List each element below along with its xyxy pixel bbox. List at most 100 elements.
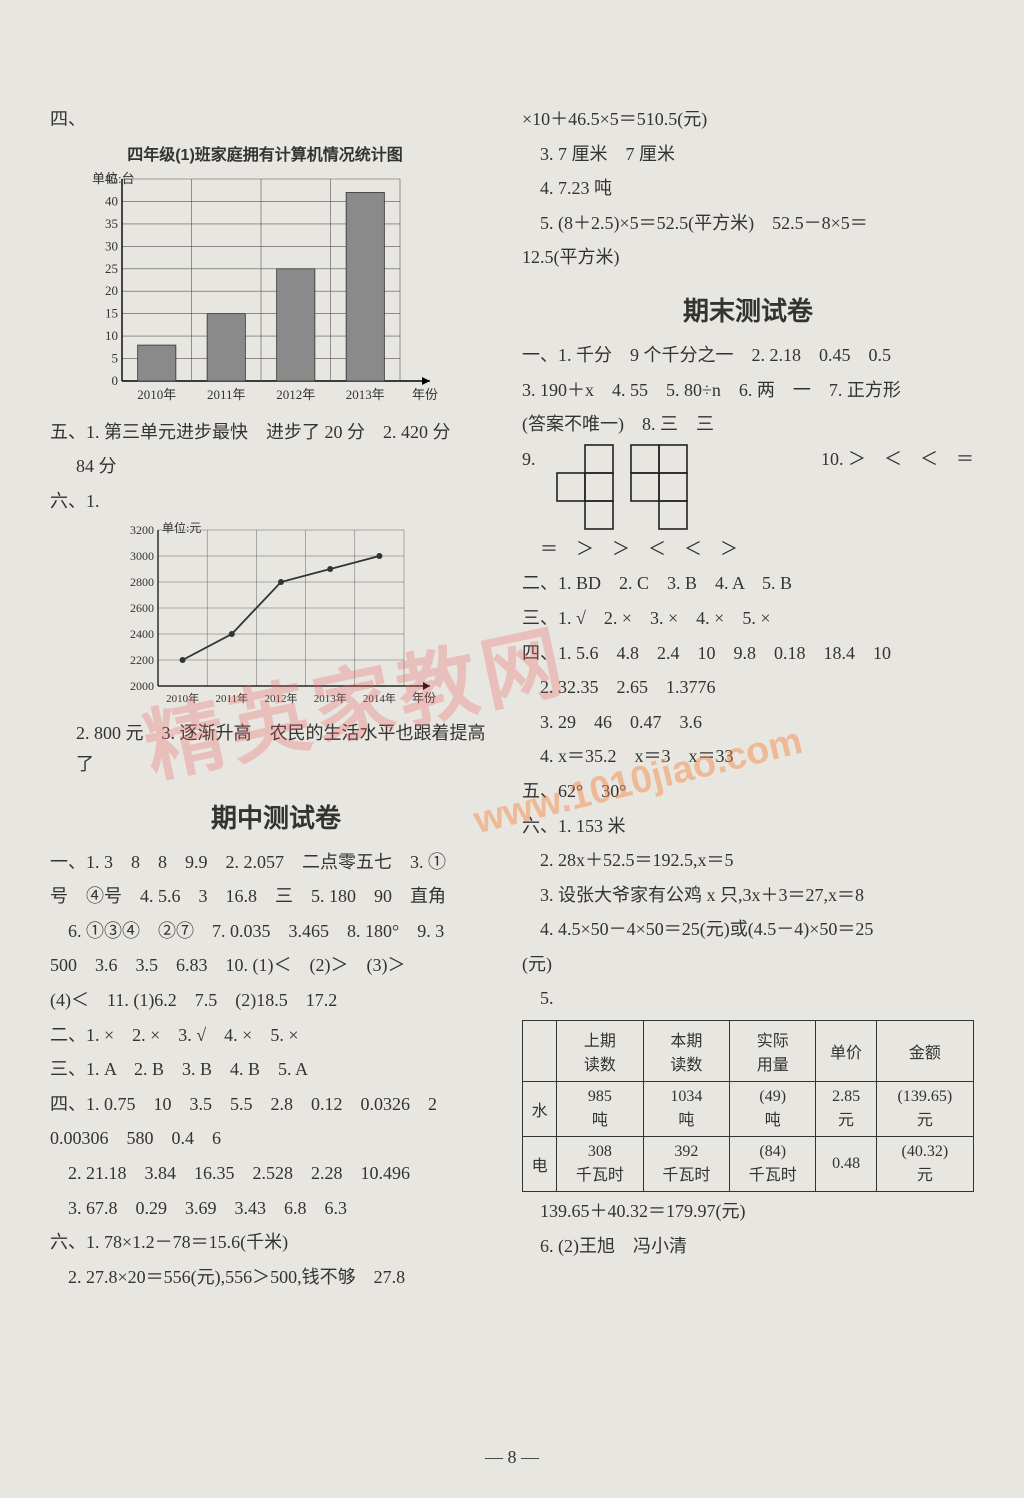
text-line: 139.65＋40.32＝179.97(元) <box>522 1196 974 1227</box>
left-column: 四、 四年级(1)班家庭拥有计算机情况统计图 单位:台0510152025303… <box>50 100 502 1296</box>
text-line: 2. 21.18 3.84 16.35 2.528 2.28 10.496 <box>50 1158 502 1189</box>
table-header: 本期读数 <box>643 1021 729 1082</box>
final-title: 期末测试卷 <box>522 291 974 328</box>
text-line: 12.5(平方米) <box>522 242 974 273</box>
text-line: 二、1. BD 2. C 3. B 4. A 5. B <box>522 568 974 599</box>
text-line: 2. 28x＋52.5＝192.5,x＝5 <box>522 845 974 876</box>
text-line: 5. <box>522 983 974 1014</box>
page-number: — 8 — <box>0 1447 1024 1468</box>
text-line: 6. ①③④ ②⑦ 7. 0.035 3.465 8. 180° 9. 3 <box>50 916 502 947</box>
text-line: 2. 27.8×20＝556(元),556＞500,钱不够 27.8 <box>50 1262 502 1293</box>
right-column: ×10＋46.5×5＝510.5(元) 3. 7 厘米 7 厘米 4. 7.23… <box>522 100 974 1296</box>
svg-text:年份: 年份 <box>412 387 438 402</box>
svg-text:2010年: 2010年 <box>166 691 199 705</box>
s6-line-2: 2. 800 元 3. 逐渐升高 农民的生活水平也跟着提高了 <box>50 718 502 779</box>
table-cell: (49)吨 <box>730 1082 816 1137</box>
text-line: (4)＜ 11. (1)6.2 7.5 (2)18.5 17.2 <box>50 985 502 1016</box>
svg-text:2013年: 2013年 <box>314 691 347 705</box>
final-answers-b: ＝ ＞ ＞ ＜ ＜ ＞二、1. BD 2. C 3. B 4. A 5. B 三、… <box>522 534 974 1014</box>
table-header <box>523 1021 557 1082</box>
text-line: 3. 7 厘米 7 厘米 <box>522 139 974 170</box>
text-line: 三、1. A 2. B 3. B 4. B 5. A <box>50 1054 502 1085</box>
svg-text:3000: 3000 <box>130 549 154 563</box>
midterm-answers: 一、1. 3 8 8 9.9 2. 2.057 二点零五七 3. ①号 ④号 4… <box>50 847 502 1293</box>
text-line: 6. (2)王旭 冯小清 <box>522 1231 974 1262</box>
table-cell: 308千瓦时 <box>557 1137 643 1192</box>
text-line: 4. x＝35.2 x＝3 x＝33 <box>522 741 974 772</box>
right-top-lines: ×10＋46.5×5＝510.5(元) 3. 7 厘米 7 厘米 4. 7.23… <box>522 104 974 273</box>
text-line: 一、1. 千分 9 个千分之一 2. 2.18 0.45 0.5 <box>522 340 974 371</box>
s5-line-a: 五、1. 第三单元进步最快 进步了 20 分 2. 420 分 <box>50 417 502 448</box>
text-line: 五、62° 30° <box>522 776 974 807</box>
table-cell: 0.48 <box>816 1137 876 1192</box>
text-line: 四、1. 0.75 10 3.5 5.5 2.8 0.12 0.0326 2 <box>50 1089 502 1120</box>
table-cell: (84)千瓦时 <box>730 1137 816 1192</box>
text-line: 0.00306 580 0.4 6 <box>50 1123 502 1154</box>
table-row-label: 水 <box>523 1082 557 1137</box>
text-line: 3. 67.8 0.29 3.69 3.43 6.8 6.3 <box>50 1193 502 1224</box>
text-line: 四、1. 5.6 4.8 2.4 10 9.8 0.18 18.4 10 <box>522 638 974 669</box>
table-header: 金额 <box>876 1021 973 1082</box>
text-line: 2. 32.35 2.65 1.3776 <box>522 672 974 703</box>
table-cell: (40.32)元 <box>876 1137 973 1192</box>
text-line: (元) <box>522 949 974 980</box>
text-line: 3. 29 46 0.47 3.6 <box>522 707 974 738</box>
table-header: 单价 <box>816 1021 876 1082</box>
text-line: 3. 190＋x 4. 55 5. 80÷n 6. 两 一 7. 正方形 <box>522 375 974 406</box>
text-line: 一、1. 3 8 8 9.9 2. 2.057 二点零五七 3. ① <box>50 847 502 878</box>
table-header: 上期读数 <box>557 1021 643 1082</box>
text-line: 5. (8＋2.5)×5＝52.5(平方米) 52.5－8×5＝ <box>522 208 974 239</box>
tetromino-shapes <box>548 444 696 530</box>
svg-text:20: 20 <box>105 283 118 298</box>
text-line: 三、1. √ 2. × 3. × 4. × 5. × <box>522 603 974 634</box>
svg-text:25: 25 <box>105 260 118 275</box>
svg-text:2011年: 2011年 <box>216 691 249 705</box>
svg-text:10: 10 <box>105 328 118 343</box>
text-line: 3. 设张大爷家有公鸡 x 只,3x＋3＝27,x＝8 <box>522 880 974 911</box>
line-chart: 单位:元20002200240026002800300032002010年201… <box>110 522 450 712</box>
svg-text:2014年: 2014年 <box>363 691 396 705</box>
table-cell: 1034吨 <box>643 1082 729 1137</box>
text-line: 4. 4.5×50－4×50＝25(元)或(4.5－4)×50＝25 <box>522 914 974 945</box>
svg-text:30: 30 <box>105 238 118 253</box>
svg-text:3200: 3200 <box>130 523 154 537</box>
svg-text:2012年: 2012年 <box>276 387 315 402</box>
text-line: 六、1. 153 米 <box>522 811 974 842</box>
table-cell: 392千瓦时 <box>643 1137 729 1192</box>
bar-chart-svg: 单位:台0510152025303540452010年2011年2012年201… <box>80 171 450 411</box>
text-line: 号 ④号 4. 5.6 3 16.8 三 5. 180 90 直角 <box>50 881 502 912</box>
svg-text:年份: 年份 <box>412 691 436 705</box>
final-answers-a: 一、1. 千分 9 个千分之一 2. 2.18 0.45 0.5 3. 190＋x… <box>522 340 974 440</box>
svg-text:2013年: 2013年 <box>346 387 385 402</box>
q9-row: 9. 10. ＞ ＜ ＜ ＝ <box>522 444 974 530</box>
final-answers-c: 139.65＋40.32＝179.97(元) 6. (2)王旭 冯小清 <box>522 1196 974 1261</box>
section-4-label: 四、 <box>50 104 502 135</box>
svg-text:2012年: 2012年 <box>265 691 298 705</box>
text-line: 二、1. × 2. × 3. √ 4. × 5. × <box>50 1020 502 1051</box>
svg-text:40: 40 <box>105 193 118 208</box>
table-cell: (139.65)元 <box>876 1082 973 1137</box>
table-cell: 985吨 <box>557 1082 643 1137</box>
q9-label: 9. <box>522 444 548 475</box>
text-line: 六、1. 78×1.2－78＝15.6(千米) <box>50 1227 502 1258</box>
text-line: ＝ ＞ ＞ ＜ ＜ ＞ <box>522 534 974 565</box>
svg-text:单位:元: 单位:元 <box>162 522 201 535</box>
utility-table: 上期读数本期读数实际用量单价金额 水985吨1034吨(49)吨2.85元(13… <box>522 1020 974 1192</box>
q10-label: 10. ＞ ＜ ＜ ＝ <box>821 444 974 475</box>
line-chart-svg: 单位:元20002200240026002800300032002010年201… <box>110 522 450 712</box>
text-line: ×10＋46.5×5＝510.5(元) <box>522 104 974 135</box>
svg-text:15: 15 <box>105 305 118 320</box>
svg-text:2600: 2600 <box>130 601 154 615</box>
svg-text:45: 45 <box>105 171 118 186</box>
svg-text:0: 0 <box>112 373 119 388</box>
svg-text:2000: 2000 <box>130 679 154 693</box>
svg-text:2400: 2400 <box>130 627 154 641</box>
table-header: 实际用量 <box>730 1021 816 1082</box>
svg-text:35: 35 <box>105 215 118 230</box>
bar-chart-title: 四年级(1)班家庭拥有计算机情况统计图 <box>80 141 450 165</box>
table-cell: 2.85元 <box>816 1082 876 1137</box>
text-line: 4. 7.23 吨 <box>522 173 974 204</box>
svg-text:2010年: 2010年 <box>137 387 176 402</box>
svg-text:2200: 2200 <box>130 653 154 667</box>
s5-line-b: 84 分 <box>50 451 502 482</box>
